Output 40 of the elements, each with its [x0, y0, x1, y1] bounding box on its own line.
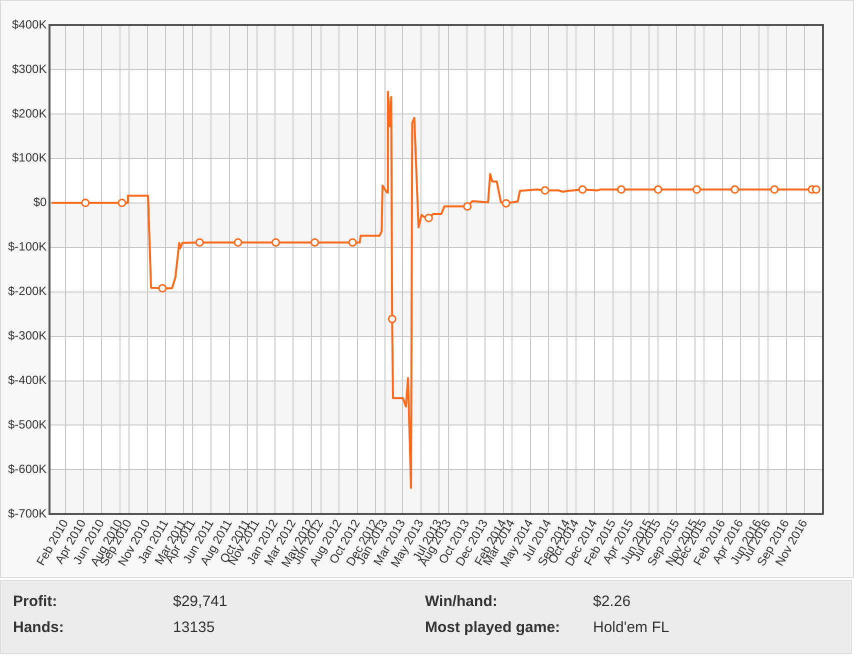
y-tick-label: $300K: [12, 62, 47, 76]
y-tick-label: $-200K: [8, 284, 47, 298]
text: $2.26: [592, 593, 632, 612]
y-tick-label: $-300K: [8, 328, 47, 343]
point: [118, 198, 126, 208]
point: [272, 238, 280, 247]
point: [692, 185, 702, 194]
point: [348, 238, 357, 247]
y-tick-label: $-500K: [8, 418, 47, 432]
text: Win/hand:: [424, 593, 498, 612]
point: [578, 185, 587, 194]
y-tick-label: $-400K: [8, 373, 47, 388]
text: Most played game:: [424, 619, 562, 638]
point: [616, 185, 626, 194]
text: Profit:: [12, 593, 58, 612]
y-tick-label: $200K: [12, 106, 47, 120]
text: Hold'em FL: [592, 619, 670, 638]
point: [730, 185, 740, 194]
y-tick-label: $400K: [12, 17, 47, 32]
point: [310, 238, 320, 247]
point: [502, 199, 510, 208]
point: [540, 186, 550, 195]
point: [195, 238, 204, 247]
y-tick-label: $0: [33, 195, 48, 210]
point: [463, 202, 472, 211]
y-tick-label: $-100K: [8, 240, 47, 254]
point: [388, 314, 396, 324]
point: [158, 284, 167, 293]
text: Hands:: [12, 619, 65, 638]
point: [424, 214, 433, 222]
y-tick-label: $-700K: [8, 506, 47, 520]
point: [812, 185, 820, 194]
point: [234, 238, 242, 247]
text: $29,741: [172, 593, 228, 612]
point: [770, 185, 779, 194]
point: [654, 185, 662, 194]
y-tick-label: $100K: [12, 150, 47, 165]
point: [81, 198, 90, 208]
text: 13135: [172, 619, 216, 638]
y-tick-label: $-600K: [8, 462, 47, 476]
